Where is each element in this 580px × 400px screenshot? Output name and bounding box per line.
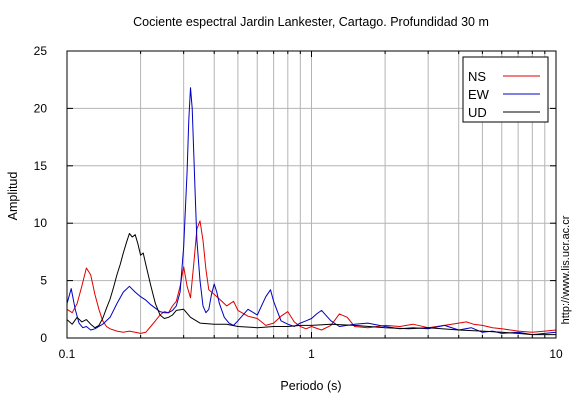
y-tick-label: 25 [34,44,48,58]
series-line-ud [67,233,556,336]
legend-box [462,56,549,123]
y-tick-label: 20 [34,101,48,115]
y-axis-label: Amplitud [6,172,20,221]
legend-label-ns: NS [468,69,486,84]
axis-ticks: 0.1 1 10 0 5 10 15 20 25 [34,44,563,361]
y-tick-label: 5 [40,274,47,288]
legend-label-ud: UD [468,105,487,120]
grid-lines [67,51,556,338]
y-tick-label: 0 [40,331,47,345]
x-tick-label: 1 [308,347,315,361]
side-note-url: http://www.lis.ucr.ac.cr [560,215,572,324]
y-tick-label: 10 [34,216,48,230]
series-line-ns [67,220,556,334]
x-tick-label: 0.1 [59,347,76,361]
legend-label-ew: EW [468,87,490,102]
y-tick-label: 15 [34,159,48,173]
legend: NS EW UD [462,56,549,123]
chart-title: Cociente espectral Jardin Lankester, Car… [133,15,489,29]
plot-series [67,87,556,336]
x-axis-label: Periodo (s) [280,379,341,393]
x-tick-label: 10 [549,347,563,361]
